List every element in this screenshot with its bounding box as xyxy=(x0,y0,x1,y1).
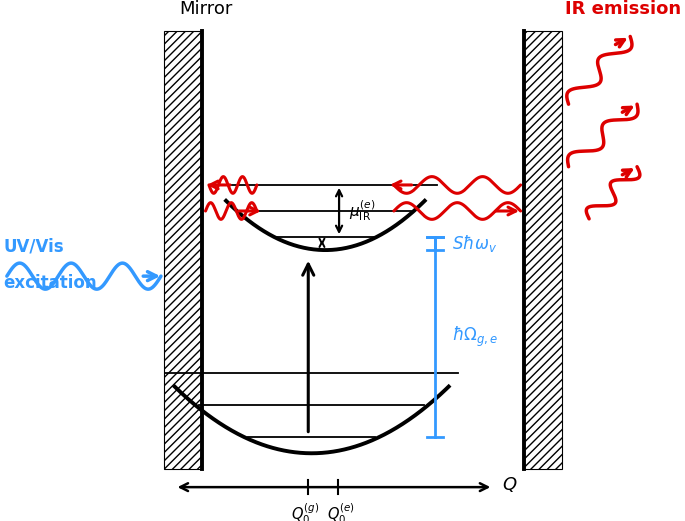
Text: IR emission: IR emission xyxy=(565,0,682,18)
Text: Mirror: Mirror xyxy=(179,0,232,18)
Text: $\hbar\Omega_{g,e}$: $\hbar\Omega_{g,e}$ xyxy=(452,325,499,349)
Text: UV/Vis: UV/Vis xyxy=(3,237,64,255)
Text: excitation: excitation xyxy=(3,274,97,292)
Text: $S\hbar\omega_v$: $S\hbar\omega_v$ xyxy=(452,233,497,254)
Text: $Q$: $Q$ xyxy=(502,475,518,494)
Text: $\mu_{\mathrm{IR}}^{(e)}$: $\mu_{\mathrm{IR}}^{(e)}$ xyxy=(349,199,376,224)
Text: $Q_0^{(e)}$: $Q_0^{(e)}$ xyxy=(327,502,355,521)
Bar xyxy=(524,31,562,469)
Bar xyxy=(164,31,202,469)
Text: $Q_0^{(g)}$: $Q_0^{(g)}$ xyxy=(290,502,319,521)
